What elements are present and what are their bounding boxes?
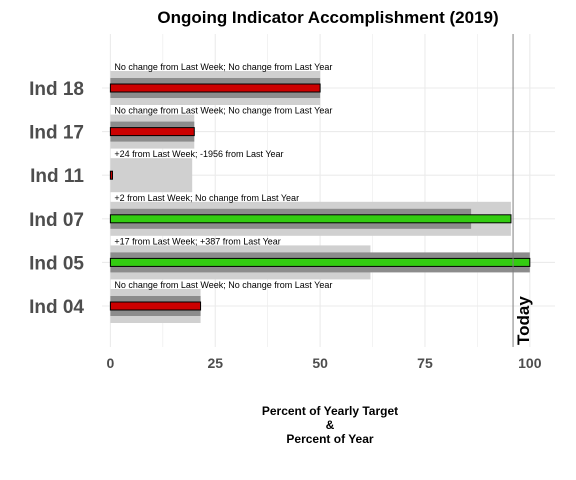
bar-percent-of-year	[110, 158, 193, 193]
x-tick-label: 100	[518, 355, 542, 371]
annotations: No change from Last Week; No change from…	[114, 62, 332, 290]
bar-percent-of-target	[109, 301, 202, 311]
y-tick-label: Ind 18	[29, 79, 84, 100]
bar-percent-of-target	[109, 214, 512, 224]
y-tick-label: Ind 05	[29, 253, 84, 274]
x-tick-label: 0	[106, 355, 114, 371]
bar-annotation: No change from Last Week; No change from…	[114, 62, 332, 72]
x-axis-ticks: 0 25 50 75 100	[106, 355, 541, 371]
bar-annotation: +24 from Last Week; -1956 from Last Year	[114, 149, 283, 159]
x-axis-label-line: Percent of Year	[286, 432, 373, 446]
today-label: Today	[514, 296, 533, 345]
y-tick-label: Ind 07	[29, 210, 84, 231]
x-tick-label: 75	[417, 355, 433, 371]
x-axis-label-line: Percent of Yearly Target	[262, 404, 398, 418]
bar-annotation: No change from Last Week; No change from…	[114, 280, 332, 290]
y-tick-label: Ind 17	[29, 123, 84, 144]
x-tick-label: 50	[312, 355, 328, 371]
bars	[109, 71, 531, 323]
x-axis-label-line: &	[326, 418, 335, 432]
bar-percent-of-target	[109, 83, 321, 93]
bar-annotation: +17 from Last Week; +387 from Last Year	[114, 236, 280, 246]
bar-percent-of-target	[109, 127, 195, 137]
y-tick-label: Ind 11	[30, 166, 84, 187]
chart-title: Ongoing Indicator Accomplishment (2019)	[157, 8, 498, 27]
bar-annotation: No change from Last Week; No change from…	[114, 106, 332, 116]
bar-percent-of-target	[109, 257, 531, 267]
bar-percent-of-target	[109, 170, 113, 180]
x-tick-label: 25	[207, 355, 223, 371]
y-tick-label: Ind 04	[29, 297, 84, 318]
bar-annotation: +2 from Last Week; No change from Last Y…	[114, 193, 299, 203]
y-axis-ticks: Ind 18 Ind 17 Ind 11 Ind 07 Ind 05 Ind 04	[29, 79, 84, 318]
x-axis-label: Percent of Yearly Target&Percent of Year	[262, 404, 398, 446]
